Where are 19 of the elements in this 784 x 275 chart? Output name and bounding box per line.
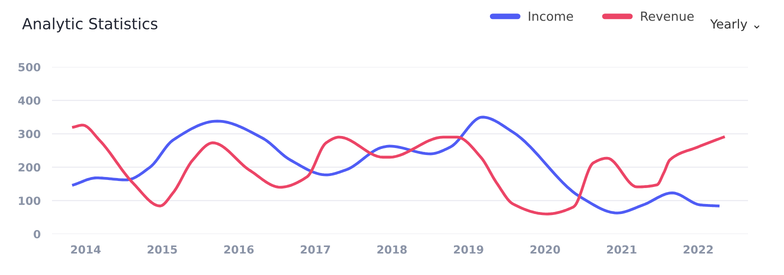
- x-tick-label: 2019: [454, 245, 484, 254]
- y-tick-label: 0: [34, 230, 40, 238]
- chart-title: Analytic Statistics: [22, 18, 158, 32]
- y-tick-label: 400: [18, 96, 40, 105]
- y-tick-label: 100: [18, 196, 40, 205]
- x-tick-label: 2020: [530, 245, 560, 254]
- x-tick-label: 2015: [148, 245, 177, 254]
- text: Yearly ⌄: [710, 18, 760, 32]
- x-tick-label: 2017: [300, 245, 330, 254]
- x-tick-label: 2021: [607, 245, 636, 254]
- legend-label: Income: [528, 12, 573, 21]
- x-tick-label: 2014: [71, 245, 101, 254]
- legend-label: Revenue: [641, 12, 694, 21]
- x-tick-label: 2022: [684, 245, 713, 254]
- y-tick-label: 300: [18, 130, 40, 138]
- y-tick-label: 500: [18, 62, 40, 72]
- x-tick-label: 2016: [224, 245, 254, 254]
- x-tick-label: 2018: [377, 245, 407, 254]
- y-tick-label: 200: [18, 163, 40, 172]
